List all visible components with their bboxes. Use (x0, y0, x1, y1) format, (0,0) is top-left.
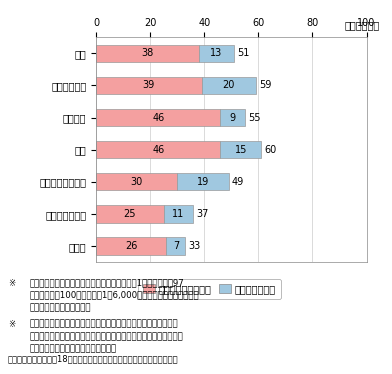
Bar (96, 141, 220, 159)
Text: 25: 25 (123, 209, 136, 219)
Text: ただし、携帯電話の料金体系は基本料金に定額利用分を組み込ん
　だ様々なパッケージ型のものが主流であり、利用パターンや使用
　量によって順位が変わることがある: ただし、携帯電話の料金体系は基本料金に定額利用分を組み込ん だ様々なパッケージ型… (29, 320, 183, 353)
Text: 46: 46 (152, 145, 164, 154)
Text: 33: 33 (189, 241, 201, 251)
Bar (96, 109, 220, 126)
Text: ※: ※ (8, 279, 15, 288)
Bar (96, 45, 199, 62)
Text: 59: 59 (259, 80, 271, 91)
Legend: 音声だけ利用の場合, メール・データ: 音声だけ利用の場合, メール・データ (138, 279, 281, 299)
Text: 我が国における平均的な利用パターンを基に、1月当たり通話97
　分、メール100通、データ1万6,000パケットを利用した場合の
　各都市の料金を比較した: 我が国における平均的な利用パターンを基に、1月当たり通話97 分、メール100通… (29, 279, 199, 312)
Bar (96, 173, 177, 190)
Text: 13: 13 (210, 48, 223, 58)
Text: 7: 7 (173, 241, 179, 251)
Text: 15: 15 (234, 145, 247, 154)
Bar (220, 109, 245, 126)
Text: 19: 19 (197, 177, 209, 187)
Text: 51: 51 (237, 48, 250, 58)
Bar (96, 237, 166, 255)
Bar (166, 237, 185, 255)
Text: 37: 37 (197, 209, 209, 219)
Bar (199, 45, 234, 62)
Bar (164, 205, 193, 223)
Text: 20: 20 (222, 80, 235, 91)
Bar (96, 205, 164, 223)
Text: （百円／月）: （百円／月） (345, 20, 380, 30)
Bar (220, 141, 261, 159)
Text: 60: 60 (264, 145, 276, 154)
Bar (177, 173, 229, 190)
Text: 46: 46 (152, 113, 164, 123)
Text: 55: 55 (248, 113, 261, 123)
Text: 9: 9 (230, 113, 236, 123)
Bar (96, 77, 201, 94)
Text: 49: 49 (232, 177, 244, 187)
Text: 26: 26 (125, 241, 137, 251)
Text: 38: 38 (141, 48, 154, 58)
Text: （出典）総務省「平成18年度　電気通信サービスに係る内外価格差調査」: （出典）総務省「平成18年度 電気通信サービスに係る内外価格差調査」 (8, 355, 178, 364)
Bar (201, 77, 256, 94)
Text: 39: 39 (143, 80, 155, 91)
Text: 30: 30 (131, 177, 143, 187)
Text: ※: ※ (8, 320, 15, 329)
Text: 11: 11 (172, 209, 185, 219)
